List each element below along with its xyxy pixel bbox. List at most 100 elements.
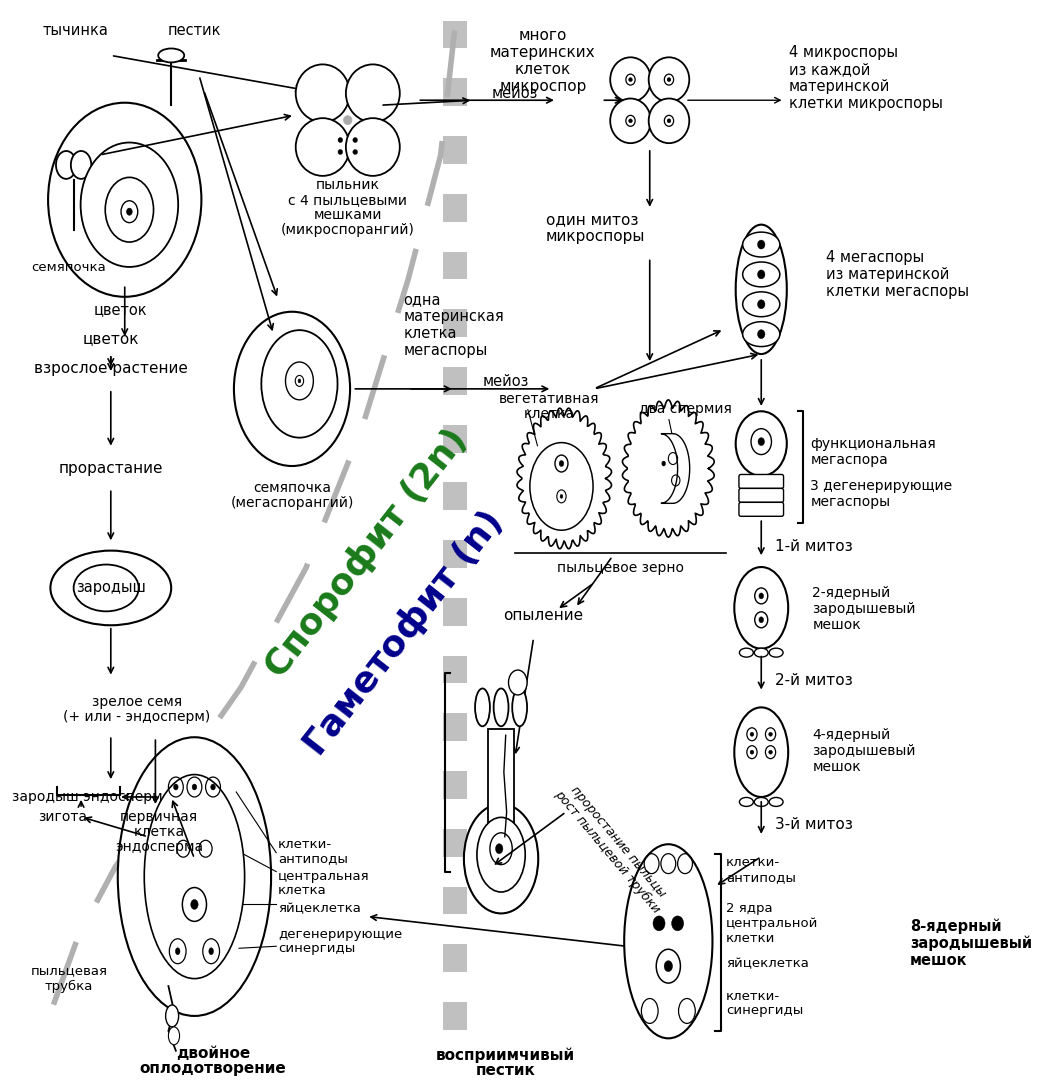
Ellipse shape bbox=[48, 103, 202, 297]
Text: пестик: пестик bbox=[167, 23, 221, 38]
Ellipse shape bbox=[734, 707, 789, 797]
FancyBboxPatch shape bbox=[738, 488, 783, 502]
Ellipse shape bbox=[754, 797, 768, 807]
Bar bbox=[442, 887, 467, 915]
Ellipse shape bbox=[209, 948, 213, 955]
Text: эндосперма: эндосперма bbox=[115, 840, 203, 853]
Ellipse shape bbox=[144, 774, 245, 978]
Text: тычинка: тычинка bbox=[43, 23, 109, 38]
Text: антиподы: антиподы bbox=[278, 852, 348, 865]
Text: синергиды: синергиды bbox=[278, 942, 356, 955]
Text: 8-ядерный: 8-ядерный bbox=[910, 919, 1001, 934]
Text: Гаметофит (n): Гаметофит (n) bbox=[297, 503, 509, 761]
Ellipse shape bbox=[743, 292, 780, 316]
Ellipse shape bbox=[190, 900, 198, 909]
Ellipse shape bbox=[81, 143, 178, 267]
Text: клетки-: клетки- bbox=[726, 989, 780, 1002]
Ellipse shape bbox=[750, 732, 754, 737]
Text: восприимчивый: восприимчивый bbox=[436, 1048, 575, 1064]
Ellipse shape bbox=[338, 149, 343, 154]
Ellipse shape bbox=[165, 1005, 179, 1027]
Text: мешок: мешок bbox=[813, 618, 861, 632]
Ellipse shape bbox=[158, 49, 184, 63]
FancyBboxPatch shape bbox=[738, 502, 783, 516]
Ellipse shape bbox=[757, 240, 765, 249]
Ellipse shape bbox=[743, 262, 780, 287]
Text: 3-й митоз: 3-й митоз bbox=[775, 818, 854, 833]
Text: мешок: мешок bbox=[813, 760, 861, 774]
Ellipse shape bbox=[338, 137, 343, 143]
Text: трубка: трубка bbox=[45, 980, 93, 993]
Text: пыльцевое зерно: пыльцевое зерно bbox=[556, 561, 683, 575]
Text: синергиды: синергиды bbox=[726, 1004, 803, 1017]
Bar bbox=[442, 21, 467, 49]
Ellipse shape bbox=[664, 961, 673, 972]
Text: с 4 пыльцевыми: с 4 пыльцевыми bbox=[289, 192, 407, 206]
Ellipse shape bbox=[118, 738, 271, 1016]
Text: 4 мегаспоры: 4 мегаспоры bbox=[826, 249, 925, 265]
Ellipse shape bbox=[50, 551, 172, 625]
Text: зародышевый: зародышевый bbox=[813, 744, 916, 758]
Bar bbox=[442, 252, 467, 280]
Ellipse shape bbox=[346, 118, 400, 176]
Ellipse shape bbox=[629, 78, 633, 82]
Ellipse shape bbox=[740, 797, 753, 807]
Text: вегетативная: вегетативная bbox=[499, 392, 599, 406]
Text: 2-ядерный: 2-ядерный bbox=[813, 586, 890, 599]
Text: клетка: клетка bbox=[278, 885, 326, 897]
Ellipse shape bbox=[610, 57, 651, 102]
Text: 4-ядерный: 4-ядерный bbox=[813, 728, 890, 742]
Text: клеток: клеток bbox=[515, 62, 571, 77]
Bar bbox=[442, 540, 467, 568]
Bar bbox=[442, 828, 467, 856]
Text: яйцеклетка: яйцеклетка bbox=[726, 958, 809, 971]
Ellipse shape bbox=[56, 151, 76, 179]
Text: (мегаспорангий): (мегаспорангий) bbox=[230, 497, 354, 511]
Ellipse shape bbox=[560, 460, 564, 467]
Text: один митоз: один митоз bbox=[546, 212, 638, 227]
Polygon shape bbox=[622, 400, 714, 537]
Ellipse shape bbox=[759, 593, 764, 599]
Text: зигота: зигота bbox=[38, 810, 87, 824]
Text: мейоз: мейоз bbox=[492, 85, 538, 100]
Text: цветок: цветок bbox=[83, 332, 139, 347]
Text: 3 дегенерирующие: 3 дегенерирующие bbox=[811, 480, 953, 494]
Ellipse shape bbox=[296, 65, 349, 122]
Bar bbox=[442, 193, 467, 221]
Text: мегаспоры: мегаспоры bbox=[404, 342, 487, 357]
Text: цветок: цветок bbox=[94, 301, 147, 316]
Text: одна: одна bbox=[404, 292, 441, 307]
Text: 2-й митоз: 2-й митоз bbox=[775, 673, 852, 688]
Text: пыльцевая: пыльцевая bbox=[30, 964, 108, 977]
Ellipse shape bbox=[73, 565, 139, 611]
Ellipse shape bbox=[353, 149, 358, 154]
Ellipse shape bbox=[735, 225, 787, 354]
Ellipse shape bbox=[106, 177, 154, 242]
Text: центральной: центральной bbox=[726, 917, 818, 930]
Ellipse shape bbox=[463, 804, 539, 914]
Ellipse shape bbox=[496, 843, 503, 853]
Ellipse shape bbox=[624, 845, 712, 1038]
Text: зародышевый: зародышевый bbox=[813, 602, 916, 616]
Ellipse shape bbox=[769, 648, 783, 657]
Ellipse shape bbox=[475, 688, 490, 726]
Ellipse shape bbox=[757, 270, 765, 279]
Text: мешками: мешками bbox=[314, 207, 382, 221]
Text: зародыш эндосперм: зародыш эндосперм bbox=[13, 789, 163, 804]
Bar bbox=[442, 944, 467, 972]
Text: дегенерирующие: дегенерирующие bbox=[278, 928, 403, 941]
Ellipse shape bbox=[757, 300, 765, 309]
Text: клетки мегаспоры: клетки мегаспоры bbox=[826, 284, 970, 299]
Text: клетка: клетка bbox=[524, 407, 575, 421]
Text: клетки микроспоры: клетки микроспоры bbox=[789, 96, 943, 111]
Ellipse shape bbox=[759, 617, 764, 623]
Ellipse shape bbox=[494, 688, 508, 726]
Ellipse shape bbox=[743, 232, 780, 257]
Text: первичная: первичная bbox=[120, 810, 198, 824]
Text: (+ или - эндосперм): (+ или - эндосперм) bbox=[63, 711, 210, 725]
Bar bbox=[442, 309, 467, 337]
Text: 4 микроспоры: 4 микроспоры bbox=[789, 45, 899, 60]
Bar bbox=[442, 136, 467, 164]
Text: 1-й митоз: 1-й митоз bbox=[775, 539, 852, 554]
Ellipse shape bbox=[296, 118, 349, 176]
